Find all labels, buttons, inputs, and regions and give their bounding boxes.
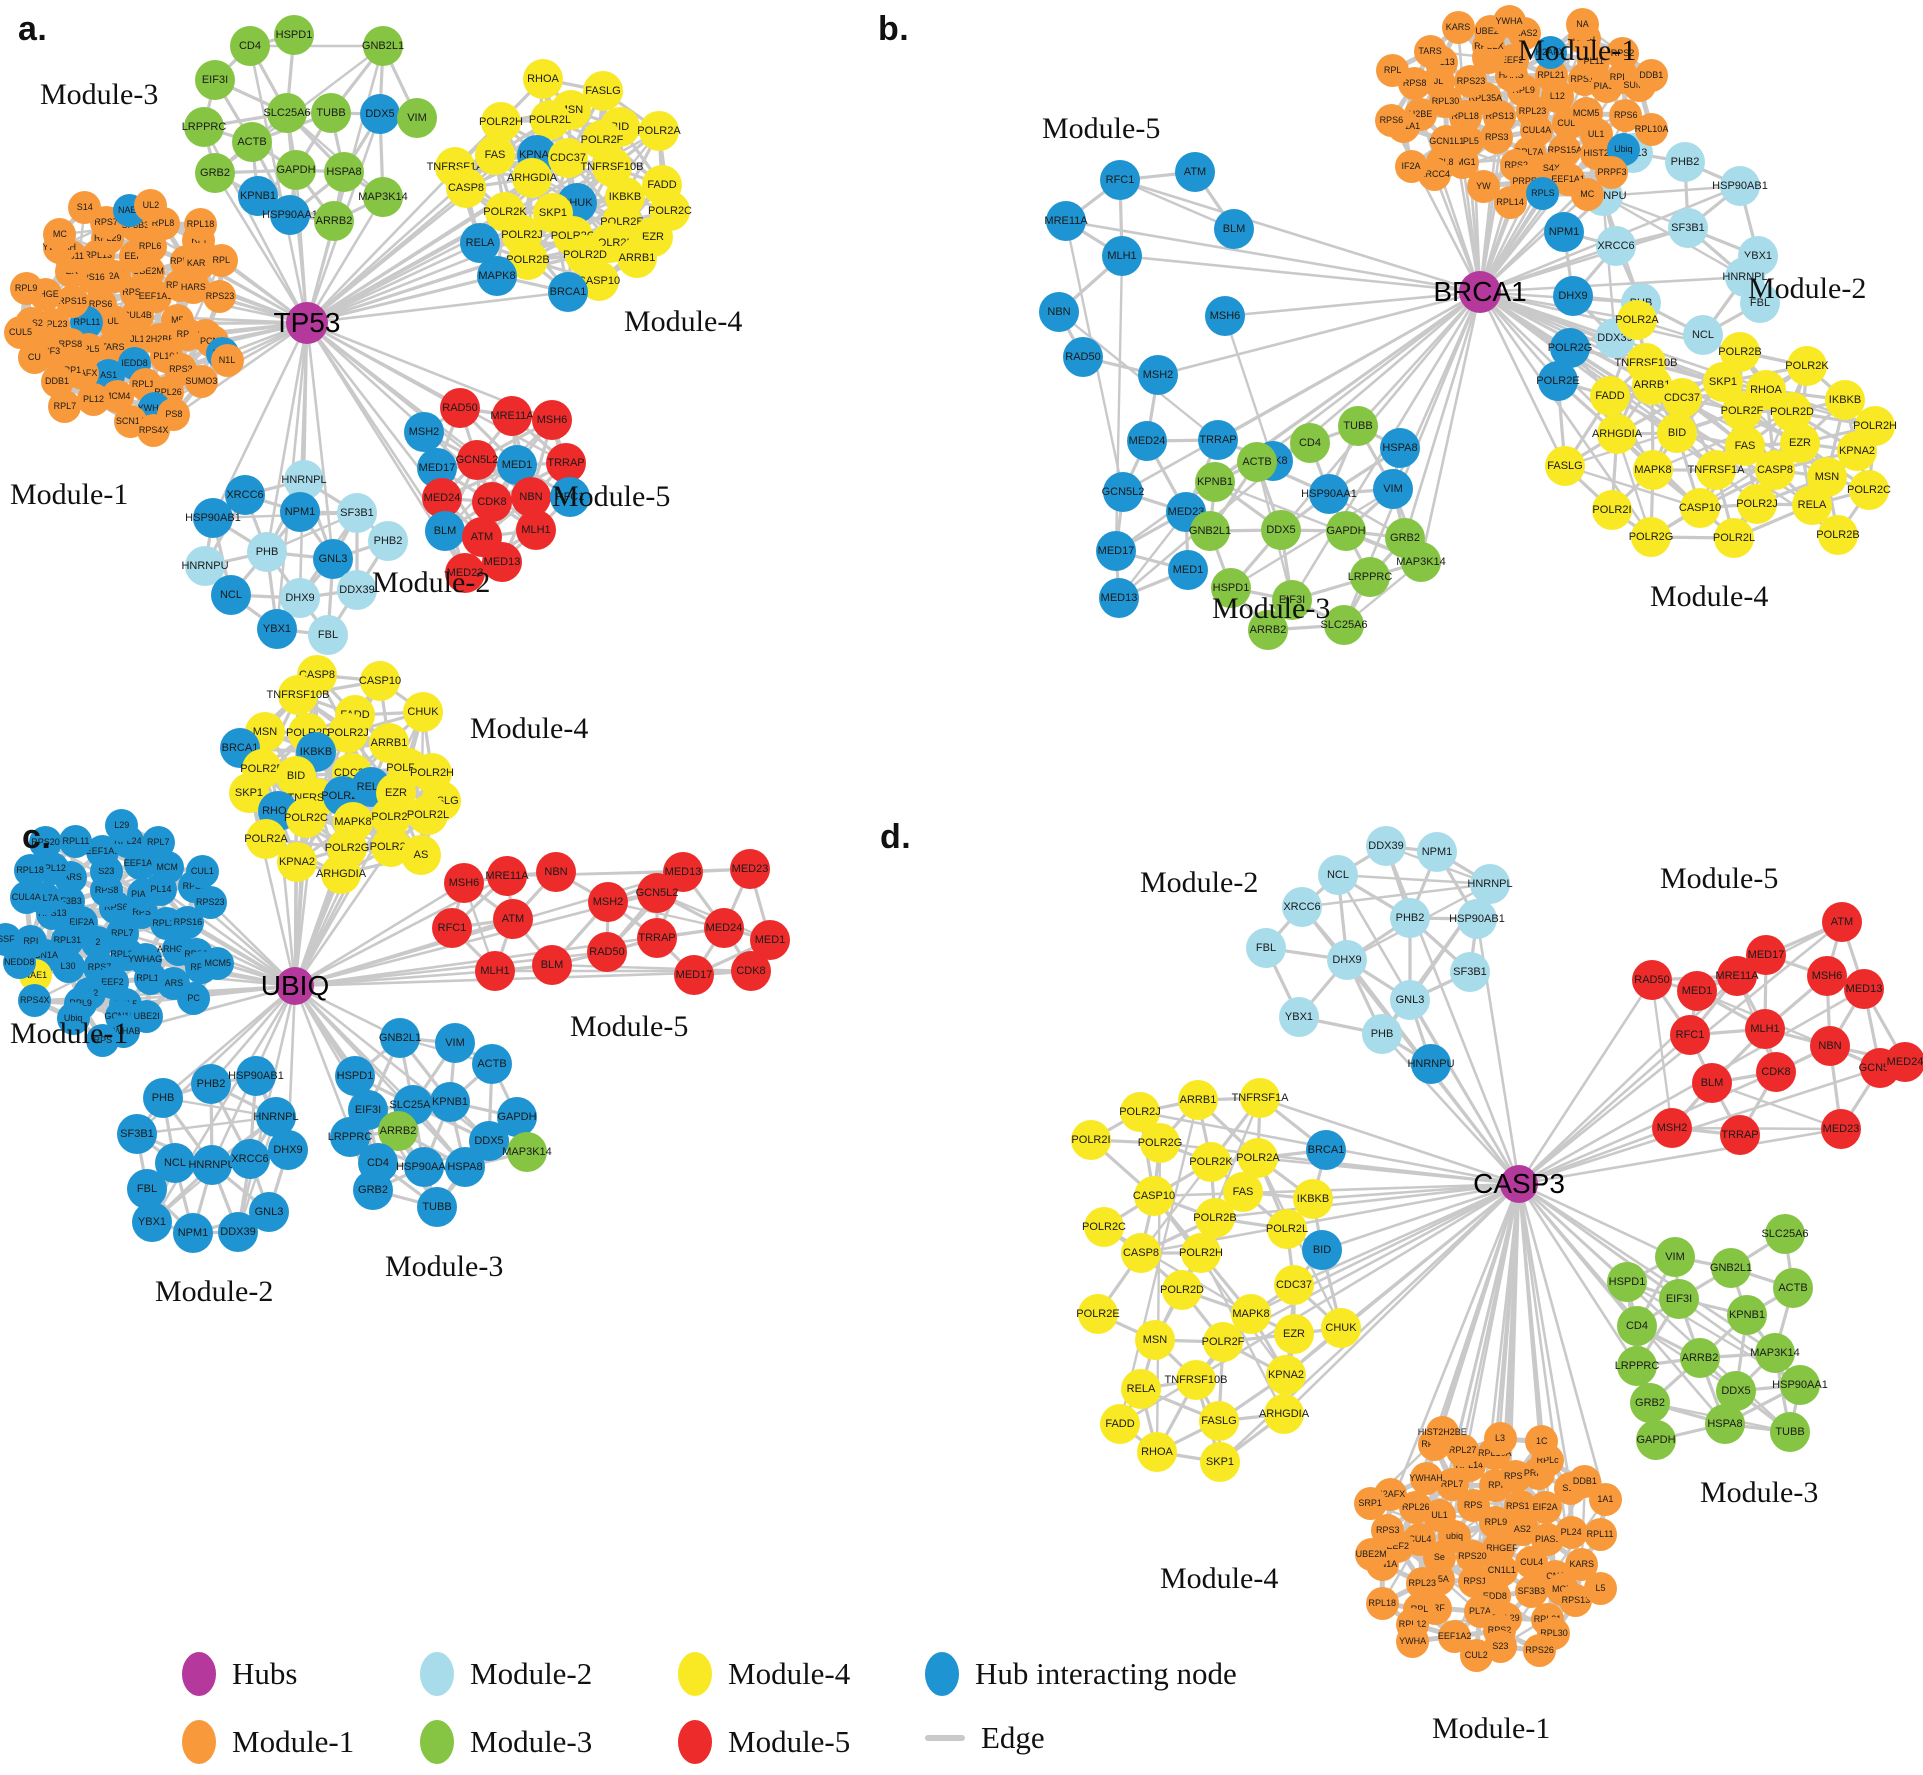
hub-edge — [305, 322, 335, 560]
module-label: Module-2 — [1748, 272, 1867, 305]
edge — [1601, 195, 1617, 339]
module-label: Module-5 — [1042, 112, 1161, 145]
legend-color-swatch — [420, 1652, 454, 1696]
edge — [1564, 464, 1701, 510]
hub-edge — [1419, 291, 1482, 563]
module-label: Module-4 — [1650, 580, 1769, 613]
legend-item-module-1: Module-1 — [182, 1720, 354, 1764]
edge — [1223, 315, 1275, 462]
hub-edge — [248, 45, 309, 324]
legend-item-hub-interacting-node: Hub interacting node — [925, 1652, 1237, 1696]
module-label: Module-3 — [40, 78, 159, 111]
hub-edge — [1478, 291, 1567, 467]
module-label: Module-3 — [1212, 592, 1331, 625]
hub-edge — [1403, 291, 1482, 539]
legend-label: Hubs — [232, 1656, 298, 1691]
hub-edge — [1479, 275, 1746, 294]
legend-item-hubs: Hubs — [182, 1652, 297, 1696]
hub-edge — [1479, 290, 1839, 537]
hub-edge — [306, 290, 569, 325]
legend-label: Module-5 — [728, 1724, 851, 1759]
network-node[interactable]: TARS — [1413, 34, 1447, 68]
module-label: Module-1 — [1518, 34, 1637, 67]
legend-item-module-4: Module-4 — [678, 1652, 850, 1696]
edge — [1230, 487, 1394, 590]
hub-edge — [1065, 219, 1481, 294]
legend-color-swatch — [182, 1652, 216, 1696]
hub-edge — [306, 321, 567, 465]
hub-edge — [1479, 244, 1617, 294]
hub-edge — [306, 241, 481, 325]
hub-edge — [1224, 290, 1481, 318]
hub-edge — [1122, 290, 1481, 494]
legend-color-swatch — [678, 1652, 712, 1696]
legend-item-module-5: Module-5 — [678, 1720, 850, 1764]
edge — [444, 419, 553, 532]
legend-label: Hub interacting node — [975, 1656, 1237, 1691]
hub-edge — [1121, 254, 1481, 294]
legend-color-swatch — [678, 1720, 712, 1764]
legend-edge-swatch — [925, 1735, 965, 1741]
hub-edge — [1119, 178, 1481, 294]
legend-label: Module-2 — [470, 1656, 593, 1691]
hub-edge — [294, 169, 309, 324]
legend-label: Edge — [981, 1720, 1045, 1755]
network-node[interactable]: YWHA — [1492, 4, 1526, 38]
legend-color-swatch — [420, 1720, 454, 1764]
hub-edge — [306, 274, 498, 325]
hub-edge — [1390, 119, 1482, 293]
legend-item-module-2: Module-2 — [420, 1652, 592, 1696]
legend-item-module-3: Module-3 — [420, 1720, 592, 1764]
edge — [1602, 184, 1741, 198]
legend-label: Module-3 — [470, 1724, 593, 1759]
edge — [1214, 480, 1422, 564]
edge — [1652, 410, 1793, 472]
hub-edge — [265, 322, 309, 553]
legend-label: Module-4 — [728, 1656, 851, 1691]
legend-item-edge: Edge — [925, 1720, 1045, 1756]
legend-color-swatch — [925, 1652, 959, 1696]
legend-color-swatch — [182, 1720, 216, 1764]
hub-edge — [1157, 290, 1481, 377]
module-label: Module-1 — [10, 478, 129, 511]
legend-label: Module-1 — [232, 1724, 355, 1759]
module-label: Module-4 — [624, 305, 743, 338]
network-node[interactable]: MC — [1570, 177, 1604, 211]
module-label: Module-2 — [372, 566, 491, 599]
hub-edge — [305, 196, 385, 324]
hub-edge — [213, 172, 309, 324]
module-label: Module-5 — [552, 480, 671, 513]
